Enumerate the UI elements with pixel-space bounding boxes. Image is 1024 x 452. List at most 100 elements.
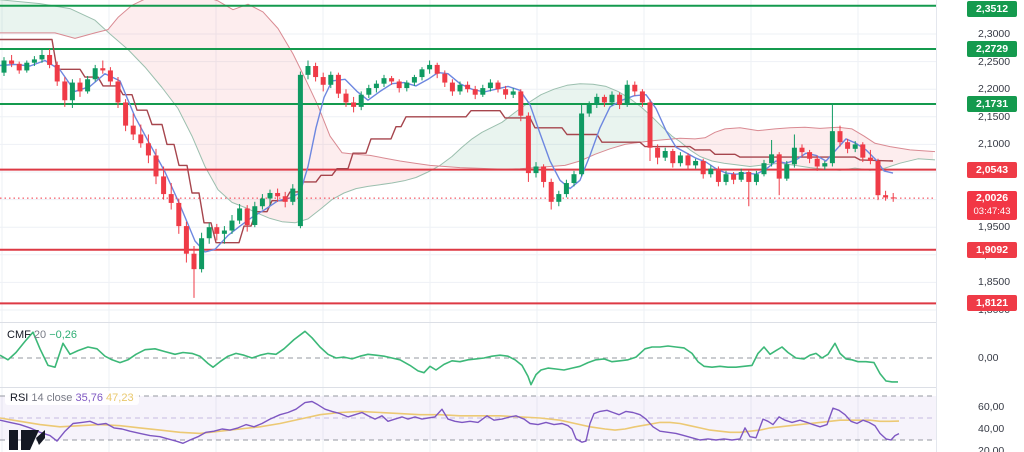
candle-body[interactable] [814,158,820,167]
candle-body[interactable] [358,94,364,107]
candle-body[interactable] [47,54,53,65]
candle-body[interactable] [875,160,881,196]
candle-body[interactable] [784,164,790,179]
candle-body[interactable] [852,144,858,149]
candle-body[interactable] [145,143,151,156]
candle-body[interactable] [404,82,410,89]
candle-body[interactable] [100,68,106,71]
candle-body[interactable] [829,131,835,164]
candle-body[interactable] [495,82,501,90]
candle-body[interactable] [305,66,311,75]
candle-body[interactable] [510,91,516,95]
candle-body[interactable] [617,94,623,105]
candle-body[interactable] [503,89,509,95]
candle-body[interactable] [883,195,889,198]
candle-body[interactable] [1,60,7,73]
candle-body[interactable] [282,196,288,202]
rsi-legend[interactable]: RSI 14 close 35,76 47,23 [5,391,139,405]
candle-body[interactable] [214,227,220,234]
candle-body[interactable] [31,59,37,63]
candle-body[interactable] [731,174,737,180]
candle-body[interactable] [579,113,585,175]
candle-body[interactable] [77,82,83,92]
pane-separator[interactable] [0,387,1024,388]
candle-body[interactable] [123,102,129,126]
tradingview-logo[interactable] [9,428,45,452]
candle-body[interactable] [677,155,683,164]
candle-body[interactable] [267,192,273,199]
candle-body[interactable] [427,64,433,70]
candle-body[interactable] [244,208,250,225]
candle-body[interactable] [769,154,775,164]
candle-body[interactable] [601,96,607,103]
candle-body[interactable] [153,155,159,177]
candle-body[interactable] [206,227,212,239]
candle-body[interactable] [221,230,227,234]
candle-body[interactable] [738,172,744,180]
candle-body[interactable] [24,62,30,71]
candle-body[interactable] [290,188,296,202]
candle-body[interactable] [457,84,463,92]
candle-body[interactable] [556,194,562,202]
candle-body[interactable] [586,104,592,114]
candle-body[interactable] [594,96,600,105]
candle-body[interactable] [199,238,205,270]
candle-body[interactable] [670,151,676,164]
candle-body[interactable] [533,166,539,174]
candle-body[interactable] [655,147,661,158]
candle-body[interactable] [639,91,645,103]
candle-body[interactable] [563,183,569,195]
candle-body[interactable] [351,102,357,107]
candle-body[interactable] [115,81,121,103]
candle-body[interactable] [541,166,547,182]
candle-body[interactable] [571,174,577,184]
candle-body[interactable] [229,220,235,231]
cmf-legend[interactable]: CMF 20 −0,26 [7,329,77,341]
candle-body[interactable] [69,82,75,101]
candle-body[interactable] [693,160,699,166]
candle-body[interactable] [807,152,813,159]
candle-body[interactable] [411,77,417,83]
candle-body[interactable] [275,192,281,197]
candle-body[interactable] [389,78,395,82]
candle-body[interactable] [434,64,440,74]
candle-body[interactable] [442,73,448,83]
candle-body[interactable] [761,163,767,175]
rsi-indicator-pane[interactable] [0,387,937,452]
candle-body[interactable] [343,93,349,103]
candle-body[interactable] [776,154,782,179]
candle-body[interactable] [647,102,653,148]
price-axis[interactable]: 2,3000 2,2500 2,2000 2,1500 2,1000 1,9500 1,90… [936,0,1024,452]
candle-body[interactable] [419,69,425,78]
candle-body[interactable] [548,181,554,202]
candle-body[interactable] [685,155,691,166]
candle-body[interactable] [16,63,22,71]
candle-body[interactable] [366,88,372,95]
candle-body[interactable] [313,66,319,78]
candle-body[interactable] [130,125,136,135]
candle-body[interactable] [723,174,729,182]
candle-body[interactable] [62,81,68,101]
candle-body[interactable] [297,74,303,227]
candle-body[interactable] [837,131,843,143]
candle-body[interactable] [39,54,45,60]
candle-body[interactable] [320,77,326,85]
candle-body[interactable] [867,157,873,161]
candle-body[interactable] [700,160,706,175]
cmf-indicator-pane[interactable] [0,322,937,387]
candle-body[interactable] [845,142,851,149]
candle-body[interactable] [525,115,531,174]
candle-body[interactable] [715,168,721,182]
candle-body[interactable] [708,168,714,175]
candle-body[interactable] [138,134,144,144]
candle-body[interactable] [799,147,805,153]
candle-body[interactable] [449,82,455,92]
candle-body[interactable] [465,84,471,90]
candle-body[interactable] [9,60,15,64]
candle-body[interactable] [328,74,334,85]
candle-body[interactable] [381,78,387,84]
candle-body[interactable] [191,253,197,270]
candle-body[interactable] [237,208,243,221]
candle-body[interactable] [85,79,91,92]
candle-body[interactable] [860,144,866,158]
